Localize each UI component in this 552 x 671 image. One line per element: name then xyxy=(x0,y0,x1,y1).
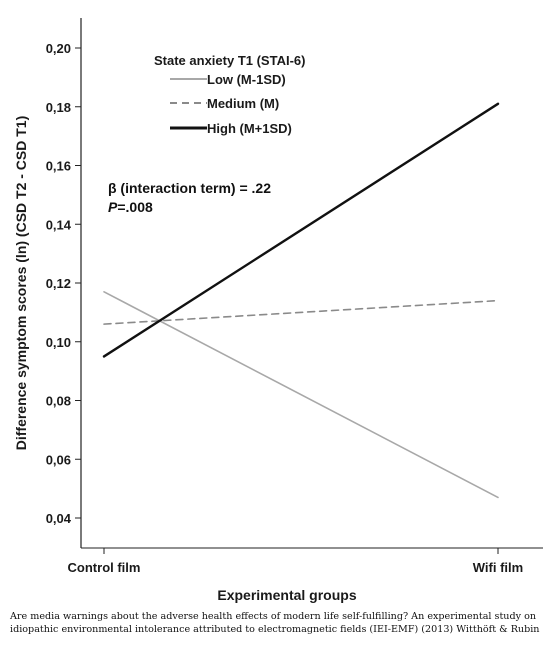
y-tick-label: 0,18 xyxy=(46,100,71,115)
legend-entry-medium: Medium (M) xyxy=(170,96,279,111)
y-tick-label: 0,16 xyxy=(46,159,71,174)
series-lines xyxy=(102,102,500,499)
legend-label-medium: Medium (M) xyxy=(207,96,279,111)
y-tick-label: 0,20 xyxy=(46,41,71,56)
legend: State anxiety T1 (STAI-6) Low (M-1SD) Me… xyxy=(154,53,305,136)
y-axis-title: Difference symptom scores (ln) (CSD T2 -… xyxy=(13,116,29,451)
y-tick-label: 0,10 xyxy=(46,335,71,350)
figure-caption: Are media warnings about the adverse hea… xyxy=(10,611,540,635)
plot-frame xyxy=(80,18,543,549)
y-tick-label: 0,14 xyxy=(46,217,72,232)
x-tick-label: Wifi film xyxy=(473,560,523,575)
legend-label-low: Low (M-1SD) xyxy=(207,72,286,87)
x-tick-label: Control film xyxy=(68,560,141,575)
legend-entry-high: High (M+1SD) xyxy=(170,121,292,136)
annotation-beta: β (interaction term) = .22 xyxy=(108,180,271,196)
series-line-medium xyxy=(103,299,499,325)
annotation-p-value: P=.008 xyxy=(108,199,153,215)
x-ticks: Control film Wifi film xyxy=(68,548,523,575)
line-chart: 0,04 0,06 0,08 0,10 0,12 0,14 0,16 0,18 0,20 Con… xyxy=(13,18,543,603)
legend-label-high: High (M+1SD) xyxy=(207,121,292,136)
series-line-low xyxy=(103,291,499,499)
legend-entry-low: Low (M-1SD) xyxy=(170,72,286,87)
y-tick-label: 0,04 xyxy=(46,511,72,526)
series-line-high xyxy=(102,102,500,358)
legend-title: State anxiety T1 (STAI-6) xyxy=(154,53,305,68)
y-tick-label: 0,12 xyxy=(46,276,71,291)
y-tick-label: 0,08 xyxy=(46,394,71,409)
y-ticks: 0,04 0,06 0,08 0,10 0,12 0,14 0,16 0,18 0,20 xyxy=(46,41,81,526)
y-tick-label: 0,06 xyxy=(46,452,71,467)
interaction-annotation: β (interaction term) = .22 P=.008 xyxy=(108,180,271,215)
x-axis-title: Experimental groups xyxy=(217,587,356,603)
